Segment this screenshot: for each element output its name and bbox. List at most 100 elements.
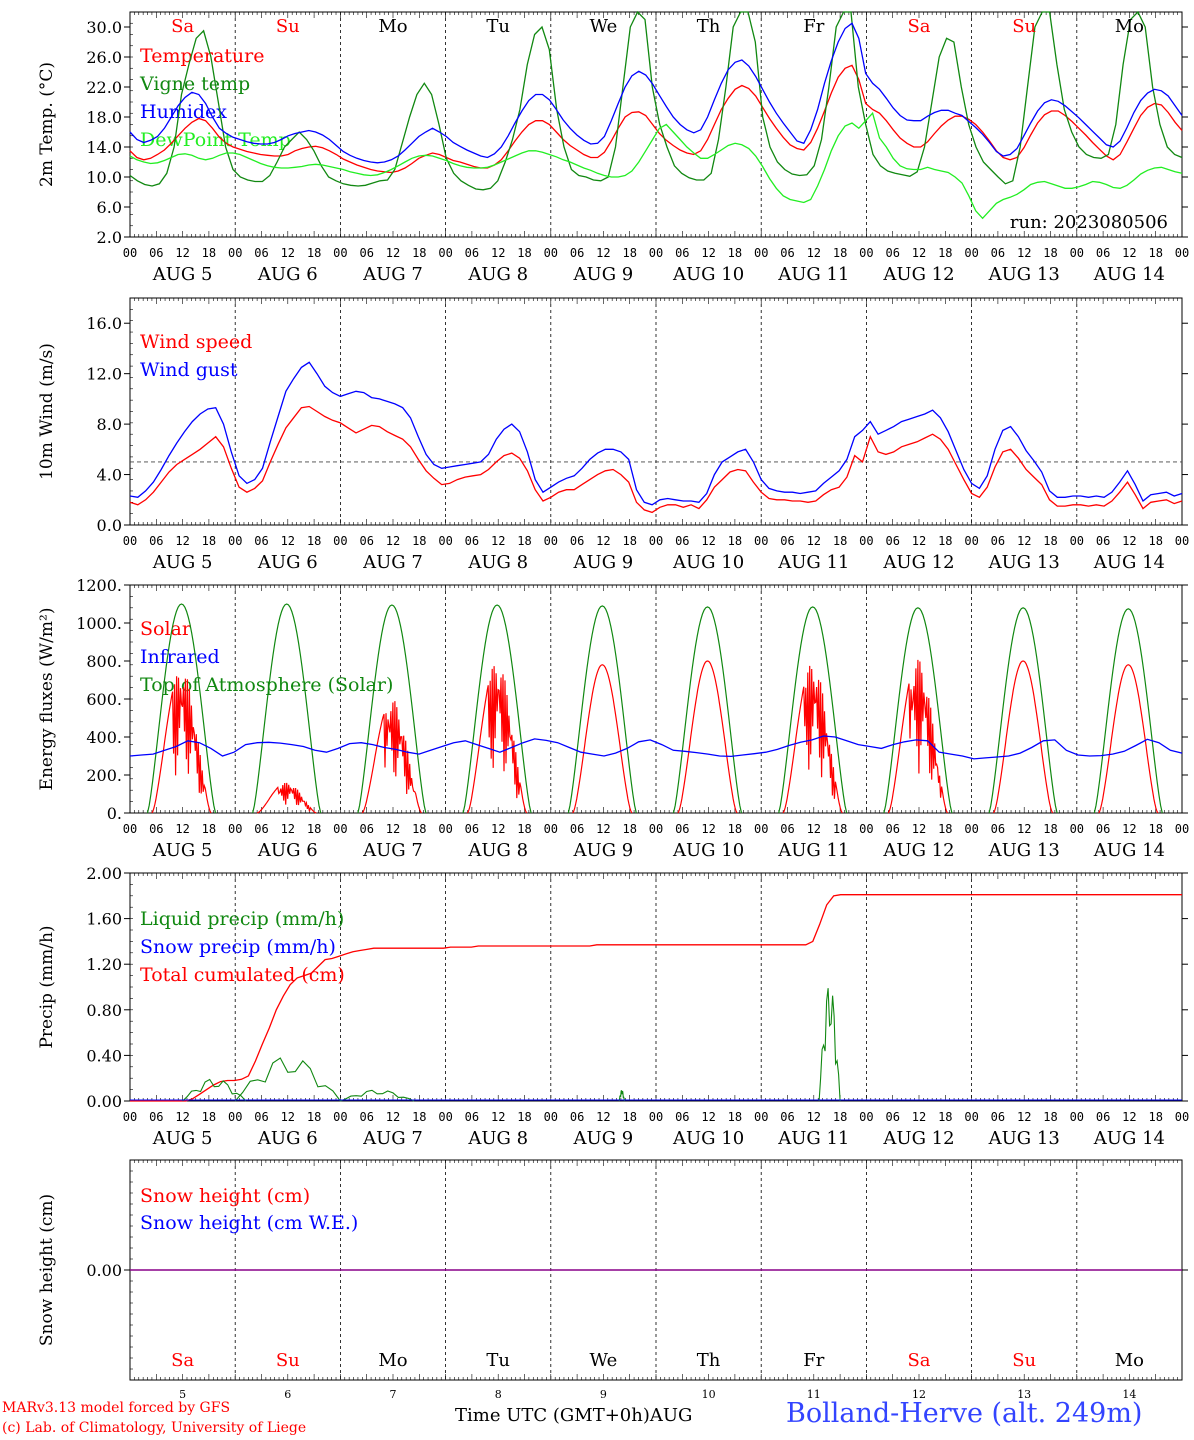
hour-tick-label: 12: [807, 1110, 821, 1124]
hour-tick-label: 12: [175, 822, 189, 836]
solar-curve: [572, 664, 633, 814]
hour-tick-label: 12: [1122, 246, 1136, 260]
legend-entry: Total cumulated (cm): [140, 964, 345, 986]
toa-solar-curve: [146, 603, 217, 814]
y-axis-label: Precip (mm/h): [37, 925, 57, 1048]
date-number-bottom: 8: [495, 1388, 502, 1401]
date-label: AUG 9: [573, 840, 634, 861]
y-tick-label: 0.80: [86, 1001, 122, 1020]
date-label: AUG 11: [777, 264, 849, 285]
hour-tick-label: 06: [254, 1110, 268, 1124]
hour-tick-label: 12: [701, 246, 715, 260]
day-name-top: Th: [697, 16, 721, 37]
legend-entry: Vigne temp: [139, 73, 250, 95]
hour-tick-label: 18: [202, 1110, 216, 1124]
date-label: AUG 11: [777, 552, 849, 573]
y-tick-label: 12.0: [86, 365, 122, 384]
solar-curve: [151, 676, 212, 814]
date-label: AUG 7: [362, 552, 423, 573]
day-name-bottom: Tu: [486, 1350, 510, 1371]
liquid-precip-burst: [818, 988, 841, 1102]
date-label: AUG 14: [1093, 840, 1165, 861]
day-name-bottom: Su: [1012, 1350, 1036, 1371]
y-tick-label: 30.0: [86, 18, 122, 37]
date-label: AUG 14: [1093, 264, 1165, 285]
date-number-bottom: 6: [284, 1388, 291, 1401]
hour-tick-label: 06: [359, 246, 373, 260]
y-tick-label: 0.00: [86, 1261, 122, 1280]
date-number-bottom: 11: [807, 1388, 821, 1401]
date-label: AUG 5: [152, 264, 213, 285]
date-label: AUG 9: [573, 1128, 634, 1149]
hour-tick-label: 06: [1096, 246, 1110, 260]
liquid-precip-burst: [234, 1057, 341, 1102]
hour-tick-label: 12: [281, 246, 295, 260]
hour-tick-label: 00: [123, 1110, 137, 1124]
series-line-infrared: [129, 735, 1183, 760]
y-tick-label: 0.00: [86, 1092, 122, 1111]
hour-tick-label: 18: [517, 822, 531, 836]
y-tick-label: 4.0: [97, 466, 122, 485]
toa-solar-curve: [1093, 608, 1163, 814]
panel-frame-1: [129, 11, 1183, 238]
hour-tick-label: 00: [544, 246, 558, 260]
date-number-bottom: 9: [600, 1388, 607, 1401]
liquid-precip-burst: [618, 1090, 625, 1102]
hour-tick-label: 00: [228, 534, 242, 548]
day-name-top: Su: [1012, 16, 1036, 37]
hour-tick-label: 12: [912, 822, 926, 836]
y-tick-label: 0.: [107, 804, 122, 823]
hour-tick-label: 06: [465, 246, 479, 260]
hour-tick-label: 00: [228, 1110, 242, 1124]
hour-tick-label: 12: [1122, 1110, 1136, 1124]
day-name-top: Mo: [378, 16, 407, 37]
day-name-top: Su: [276, 16, 300, 37]
date-label: AUG 11: [777, 840, 849, 861]
hour-tick-label: 12: [281, 822, 295, 836]
hour-tick-label: 06: [149, 1110, 163, 1124]
hour-tick-label: 00: [964, 246, 978, 260]
hour-tick-label: 18: [517, 246, 531, 260]
date-label: AUG 13: [988, 264, 1060, 285]
date-label: AUG 5: [152, 552, 213, 573]
y-tick-label: 8.0: [97, 415, 122, 434]
hour-tick-label: 06: [570, 1110, 584, 1124]
hour-tick-label: 18: [938, 246, 952, 260]
hour-tick-label: 00: [228, 822, 242, 836]
hour-tick-label: 00: [1070, 1110, 1084, 1124]
legend-entry: Top of Atmosphere (Solar): [140, 674, 393, 696]
solar-curve: [256, 782, 317, 814]
series-line-dewpoint-temp: [129, 111, 1183, 220]
lab-credit: (c) Lab. of Climatology, University of L…: [2, 1420, 307, 1436]
hour-tick-label: 18: [1043, 246, 1057, 260]
hour-tick-label: 12: [175, 1110, 189, 1124]
date-label: AUG 14: [1093, 1128, 1165, 1149]
y-tick-label: 0.0: [97, 516, 122, 535]
hour-tick-label: 12: [596, 246, 610, 260]
hour-tick-label: 00: [544, 1110, 558, 1124]
hour-tick-label: 18: [202, 534, 216, 548]
liquid-precip-burst: [340, 1089, 415, 1102]
hour-tick-label: 12: [596, 822, 610, 836]
hour-tick-label: 18: [728, 822, 742, 836]
hour-tick-label: 06: [675, 822, 689, 836]
y-tick-label: 400.: [86, 728, 122, 747]
hour-tick-label: 12: [912, 246, 926, 260]
solar-curve: [466, 666, 528, 814]
legend-entry: Temperature: [140, 45, 264, 67]
hour-tick-label: 06: [780, 1110, 794, 1124]
date-label: AUG 10: [672, 1128, 744, 1149]
hour-tick-label: 12: [175, 246, 189, 260]
hour-tick-label: 06: [149, 822, 163, 836]
date-label: AUG 6: [257, 840, 318, 861]
legend-entry: Solar: [140, 618, 192, 640]
hour-tick-label: 06: [1096, 534, 1110, 548]
date-label: AUG 8: [467, 1128, 528, 1149]
y-tick-label: 1200.: [76, 576, 122, 595]
hour-tick-label: 00: [438, 822, 452, 836]
day-name-top: Mo: [1115, 16, 1144, 37]
y-axis-label: 10m Wind (m/s): [37, 343, 57, 480]
hour-tick-label: 12: [386, 822, 400, 836]
y-axis-label: 2m Temp. (°C): [37, 62, 57, 187]
hour-tick-label: 00: [964, 822, 978, 836]
